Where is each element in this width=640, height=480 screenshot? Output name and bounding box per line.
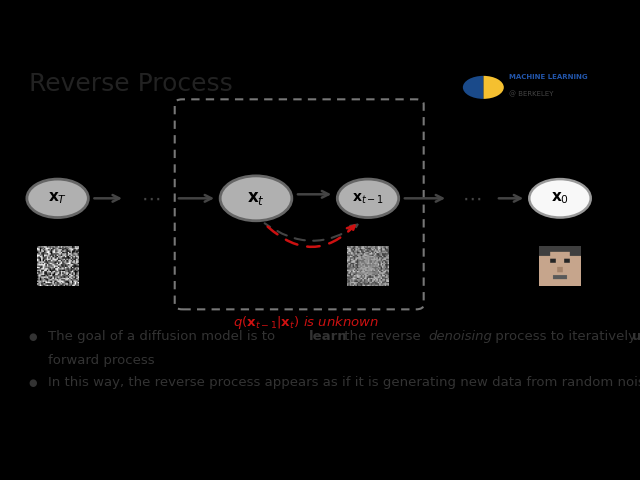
Text: $q(\mathbf{x}_{t-1}|\mathbf{x}_t)$ is unknown: $q(\mathbf{x}_{t-1}|\mathbf{x}_t)$ is un… — [232, 314, 379, 331]
FancyArrowPatch shape — [404, 195, 442, 202]
Circle shape — [27, 179, 88, 217]
Text: learn: learn — [309, 330, 348, 343]
Wedge shape — [483, 76, 504, 99]
Text: $q(\mathbf{x}_t|\mathbf{x}_{t-1})$: $q(\mathbf{x}_t|\mathbf{x}_{t-1})$ — [282, 248, 342, 265]
Text: $\mathbf{x}_t$: $\mathbf{x}_t$ — [247, 189, 265, 207]
FancyArrowPatch shape — [264, 223, 358, 241]
Text: undo: undo — [632, 330, 640, 343]
Circle shape — [529, 179, 591, 217]
Text: $\cdots$: $\cdots$ — [462, 189, 481, 208]
Text: the reverse: the reverse — [340, 330, 425, 343]
FancyArrowPatch shape — [268, 226, 355, 247]
Text: @ BERKELEY: @ BERKELEY — [509, 91, 554, 97]
Circle shape — [220, 176, 292, 221]
FancyArrowPatch shape — [499, 195, 520, 202]
Text: ●: ● — [29, 378, 37, 388]
Wedge shape — [463, 76, 483, 99]
Text: ●: ● — [29, 332, 37, 342]
Text: $p_{\theta}(\mathbf{x}_{t-1}|\mathbf{x}_t)$: $p_{\theta}(\mathbf{x}_{t-1}|\mathbf{x}_… — [280, 144, 344, 161]
Text: forward process: forward process — [48, 354, 155, 367]
FancyArrowPatch shape — [298, 191, 328, 198]
Text: Reverse Process: Reverse Process — [29, 72, 232, 96]
Text: process to iteratively: process to iteratively — [491, 330, 640, 343]
Text: $\cdots$: $\cdots$ — [141, 189, 160, 208]
Text: denoising: denoising — [428, 330, 492, 343]
Circle shape — [337, 179, 399, 217]
FancyArrowPatch shape — [179, 195, 211, 202]
Text: $\mathbf{x}_{t-1}$: $\mathbf{x}_{t-1}$ — [352, 191, 384, 205]
Text: $\mathbf{x}_0$: $\mathbf{x}_0$ — [551, 191, 569, 206]
Text: The goal of a diffusion model is to: The goal of a diffusion model is to — [48, 330, 280, 343]
Text: $\mathbf{x}_T$: $\mathbf{x}_T$ — [48, 191, 67, 206]
Text: MACHINE LEARNING: MACHINE LEARNING — [509, 74, 588, 80]
Text: In this way, the reverse process appears as if it is generating new data from ra: In this way, the reverse process appears… — [48, 376, 640, 389]
FancyArrowPatch shape — [94, 195, 119, 202]
